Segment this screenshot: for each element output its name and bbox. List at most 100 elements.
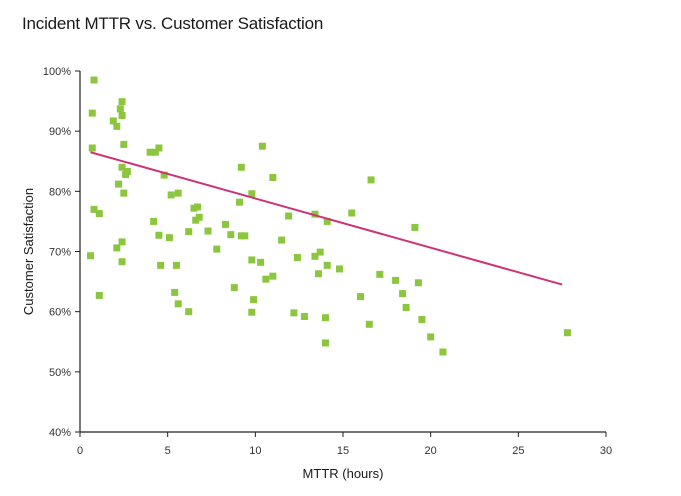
data-point (365, 320, 373, 328)
x-axis: 0 5 10 15 20 25 30 (77, 431, 612, 457)
data-point (95, 210, 103, 218)
data-point (146, 148, 154, 156)
data-point (88, 109, 96, 117)
data-point (269, 272, 277, 280)
data-point (185, 308, 193, 316)
data-point (367, 176, 375, 184)
data-point (439, 348, 447, 356)
data-point (236, 198, 244, 206)
y-tick-label: 60% (49, 307, 71, 319)
data-point (248, 256, 256, 264)
data-point (348, 209, 356, 217)
y-tick-label: 100% (43, 66, 71, 78)
trendline-group (90, 151, 563, 286)
data-point (311, 252, 319, 260)
data-point (113, 122, 121, 130)
x-tick-label: 25 (512, 445, 524, 457)
data-point (118, 112, 126, 120)
data-point (290, 309, 298, 317)
y-tick-label: 70% (49, 247, 71, 259)
data-point (157, 261, 165, 269)
data-point (258, 142, 266, 150)
data-point (118, 163, 126, 171)
data-point (165, 234, 173, 242)
data-point (195, 213, 203, 221)
data-point (237, 163, 245, 171)
data-point (90, 205, 98, 213)
data-point (399, 290, 407, 298)
x-tick-label: 0 (77, 445, 83, 457)
data-point (278, 236, 286, 244)
data-point (87, 252, 95, 260)
data-point (563, 329, 571, 337)
data-point (321, 314, 329, 322)
x-tick-label: 10 (249, 445, 261, 457)
data-point (222, 220, 230, 228)
data-point (285, 212, 293, 220)
data-point (118, 238, 126, 246)
data-point (167, 191, 175, 199)
data-point (118, 98, 126, 106)
data-point (171, 288, 179, 296)
data-point (185, 228, 193, 236)
data-point (248, 308, 256, 316)
data-point (402, 303, 410, 311)
y-tick-label: 50% (49, 367, 71, 379)
data-point (116, 105, 124, 113)
y-tick-label: 90% (49, 126, 71, 138)
data-point (323, 217, 331, 225)
data-point (150, 217, 158, 225)
data-point (151, 148, 159, 156)
data-point (172, 261, 180, 269)
data-point (90, 76, 98, 84)
y-tick-label: 40% (49, 427, 71, 439)
data-point (418, 315, 426, 323)
data-point (392, 276, 400, 284)
chart-title: Incident MTTR vs. Customer Satisfaction (22, 14, 324, 33)
data-point (109, 117, 117, 125)
x-tick-label: 5 (165, 445, 171, 457)
data-points (87, 76, 571, 356)
data-point (118, 258, 126, 266)
data-point (155, 144, 163, 152)
data-point (241, 232, 249, 240)
data-point (230, 284, 238, 292)
data-point (262, 275, 270, 283)
y-tick-label: 80% (49, 186, 71, 198)
data-point (227, 231, 235, 239)
data-point (357, 293, 365, 301)
y-axis: 40% 50% 60% 70% 80% 90% 100% (43, 66, 81, 439)
data-point (88, 144, 96, 152)
x-tick-label: 30 (600, 445, 612, 457)
data-point (293, 254, 301, 262)
data-point (193, 203, 201, 211)
data-point (174, 300, 182, 308)
data-point (192, 216, 200, 224)
data-point (174, 189, 182, 197)
data-point (120, 140, 128, 148)
data-point (204, 227, 212, 235)
data-point (250, 296, 258, 304)
data-point (213, 245, 221, 253)
data-point (414, 279, 422, 287)
data-point (321, 339, 329, 347)
data-point (190, 204, 198, 212)
data-point (160, 171, 168, 179)
data-point (269, 173, 277, 181)
data-point (323, 261, 331, 269)
data-point (115, 180, 123, 188)
data-point (314, 270, 322, 278)
x-axis-title: MTTR (hours) (303, 466, 384, 481)
data-point (335, 265, 343, 273)
data-point (300, 312, 308, 320)
data-point (237, 232, 245, 240)
data-point (427, 333, 435, 341)
data-point (248, 190, 256, 198)
data-point (155, 231, 163, 239)
data-point (257, 258, 265, 266)
data-point (122, 170, 130, 178)
data-point (95, 291, 103, 299)
trendline (90, 151, 563, 286)
x-tick-label: 20 (425, 445, 437, 457)
